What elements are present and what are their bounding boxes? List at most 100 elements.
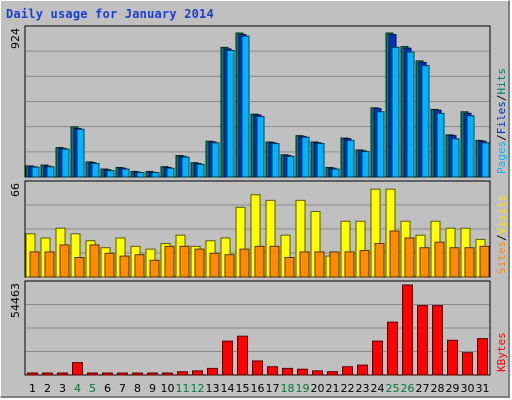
bar-kbytes-day-1 xyxy=(27,372,38,376)
legend-top: Pages/Files/Hits xyxy=(495,68,508,174)
bar-pages-day-10 xyxy=(166,167,175,178)
bar-sites-day-31 xyxy=(479,245,490,278)
bar-kbytes-day-23 xyxy=(357,364,368,376)
x-tick-label: 7 xyxy=(119,382,126,395)
bar-sites-day-9 xyxy=(149,259,160,278)
bar-kbytes-day-6 xyxy=(102,372,113,376)
bar-sites-day-4 xyxy=(74,256,85,278)
bar-sites-day-17 xyxy=(269,245,280,278)
chart-title: Daily usage for January 2014 xyxy=(6,7,214,21)
bar-pages-day-2 xyxy=(46,166,55,178)
bar-pages-day-31 xyxy=(481,142,490,178)
x-tick-label: 25 xyxy=(386,382,400,395)
x-tick-label: 8 xyxy=(134,382,141,395)
bar-pages-day-24 xyxy=(376,111,385,178)
bar-kbytes-day-26 xyxy=(402,284,413,376)
legend-item-visits: Visits xyxy=(495,195,508,235)
bar-pages-day-4 xyxy=(76,128,85,178)
max-label-middle: 66 xyxy=(9,183,22,197)
x-tick-label: 19 xyxy=(296,382,310,395)
bar-pages-day-28 xyxy=(436,112,445,178)
bar-sites-day-21 xyxy=(329,251,340,278)
bar-pages-day-19 xyxy=(301,136,310,178)
bar-sites-day-27 xyxy=(419,247,430,278)
x-tick-label: 15 xyxy=(236,382,250,395)
bar-kbytes-day-14 xyxy=(222,340,233,376)
x-tick-label: 18 xyxy=(281,382,295,395)
bar-sites-day-3 xyxy=(59,244,70,278)
bar-pages-day-23 xyxy=(361,151,370,178)
bar-pages-day-15 xyxy=(241,35,250,178)
bar-sites-day-6 xyxy=(104,252,115,278)
bar-sites-day-23 xyxy=(359,250,370,278)
x-tick-label: 21 xyxy=(326,382,340,395)
bar-sites-day-15 xyxy=(239,248,250,278)
bar-sites-day-28 xyxy=(434,241,445,278)
bar-kbytes-day-25 xyxy=(387,321,398,376)
x-tick-label: 4 xyxy=(74,382,81,395)
bar-kbytes-day-15 xyxy=(237,335,248,376)
bar-kbytes-day-27 xyxy=(417,305,428,376)
bar-kbytes-day-5 xyxy=(87,372,98,376)
bar-pages-day-26 xyxy=(406,51,415,178)
bar-pages-day-5 xyxy=(91,162,100,178)
bar-pages-day-11 xyxy=(181,156,190,178)
bar-pages-day-17 xyxy=(271,143,280,178)
bar-kbytes-day-20 xyxy=(312,370,323,376)
bar-pages-day-18 xyxy=(286,155,295,178)
bar-sites-day-20 xyxy=(314,251,325,278)
x-tick-label: 22 xyxy=(341,382,355,395)
bar-sites-day-13 xyxy=(209,252,220,278)
bar-kbytes-day-11 xyxy=(177,371,188,376)
x-tick-label: 27 xyxy=(416,382,430,395)
bar-pages-day-14 xyxy=(226,50,235,178)
bar-kbytes-day-4 xyxy=(72,362,83,376)
bar-kbytes-day-8 xyxy=(132,372,143,376)
bar-pages-day-7 xyxy=(121,168,130,178)
x-tick-label: 12 xyxy=(191,382,205,395)
bar-sites-day-5 xyxy=(89,244,100,278)
bar-sites-day-1 xyxy=(29,251,40,278)
bar-sites-day-12 xyxy=(194,248,205,278)
bar-sites-day-26 xyxy=(404,237,415,278)
bar-sites-day-16 xyxy=(254,245,265,278)
bar-pages-day-27 xyxy=(421,65,430,178)
bar-pages-day-21 xyxy=(331,168,340,178)
legend-middle: Sites/Visits xyxy=(495,195,508,275)
x-tick-label: 31 xyxy=(476,382,490,395)
bar-sites-day-18 xyxy=(284,256,295,278)
x-tick-label: 2 xyxy=(44,382,51,395)
bar-sites-day-2 xyxy=(44,251,55,278)
bar-sites-day-8 xyxy=(134,254,145,278)
bar-kbytes-day-13 xyxy=(207,367,218,376)
bar-sites-day-24 xyxy=(374,243,385,278)
bar-kbytes-day-12 xyxy=(192,370,203,376)
x-tick-label: 3 xyxy=(59,382,66,395)
bar-kbytes-day-31 xyxy=(477,338,488,376)
bar-kbytes-day-3 xyxy=(57,372,68,376)
bar-pages-day-6 xyxy=(106,170,115,178)
bar-kbytes-day-2 xyxy=(42,372,53,376)
bar-sites-day-7 xyxy=(119,255,130,278)
x-tick-label: 30 xyxy=(461,382,475,395)
legend-item-files: Files xyxy=(495,101,508,134)
x-tick-label: 16 xyxy=(251,382,265,395)
bar-pages-day-3 xyxy=(61,148,70,178)
bar-pages-day-25 xyxy=(391,46,400,178)
bar-pages-day-9 xyxy=(151,172,160,178)
legend-separator: / xyxy=(495,134,508,141)
bar-sites-day-10 xyxy=(164,245,175,278)
x-tick-label: 10 xyxy=(161,382,175,395)
bar-sites-day-29 xyxy=(449,247,460,278)
legend-bottom: KBytes xyxy=(495,332,508,372)
bar-kbytes-day-16 xyxy=(252,360,263,376)
x-tick-label: 13 xyxy=(206,382,220,395)
bar-pages-day-29 xyxy=(451,138,460,178)
bar-pages-day-22 xyxy=(346,139,355,178)
bar-kbytes-day-9 xyxy=(147,372,158,376)
bar-kbytes-day-17 xyxy=(267,366,278,376)
max-label-bottom: 54463 xyxy=(9,283,22,318)
bar-kbytes-day-7 xyxy=(117,372,128,376)
legend-item-hits: Hits xyxy=(495,68,508,95)
bar-kbytes-day-10 xyxy=(162,372,173,376)
